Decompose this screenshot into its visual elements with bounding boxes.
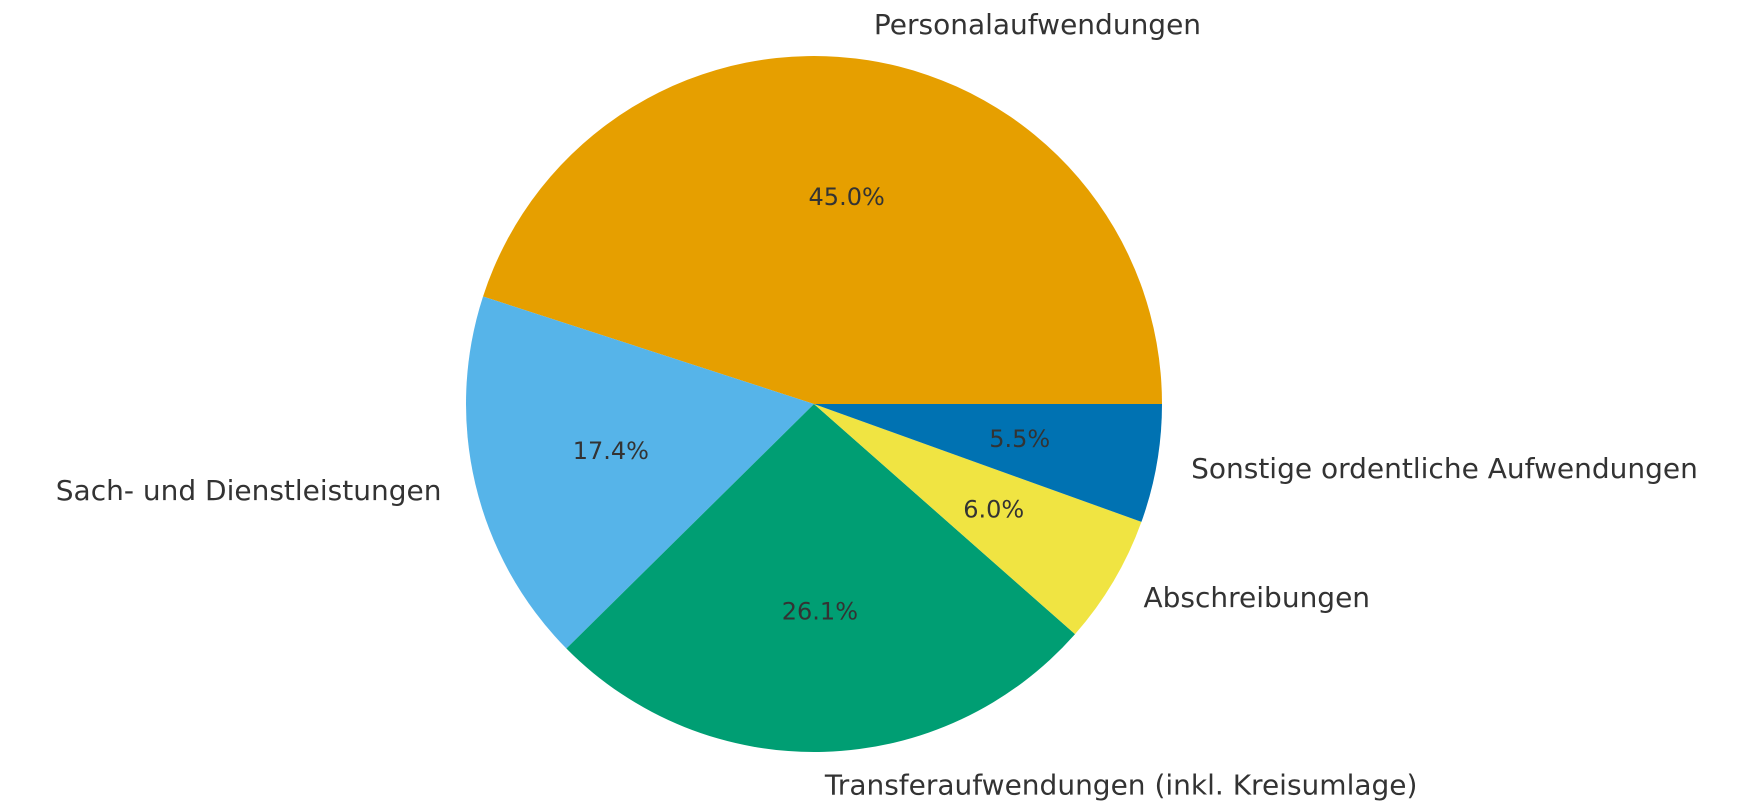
slice-label: Personalaufwendungen [874,8,1201,41]
pie-slice [814,404,1142,635]
slice-label: Transferaufwendungen (inkl. Kreisumlage) [824,769,1418,802]
pie-slice [483,56,1162,405]
slice-label: Sonstige ordentliche Aufwendungen [1191,452,1698,485]
value-label: 45.0% [809,183,885,211]
slice-label: Abschreibungen [1143,581,1370,614]
pie-slice [814,404,1162,522]
pie-slice [566,404,1076,753]
value-label: 5.5% [989,425,1050,453]
value-label: 26.1% [782,598,858,626]
value-label: 6.0% [963,495,1024,523]
pie-slice [465,296,814,649]
slice-label: Sach- und Dienstleistungen [56,474,442,507]
value-label: 17.4% [573,437,649,465]
